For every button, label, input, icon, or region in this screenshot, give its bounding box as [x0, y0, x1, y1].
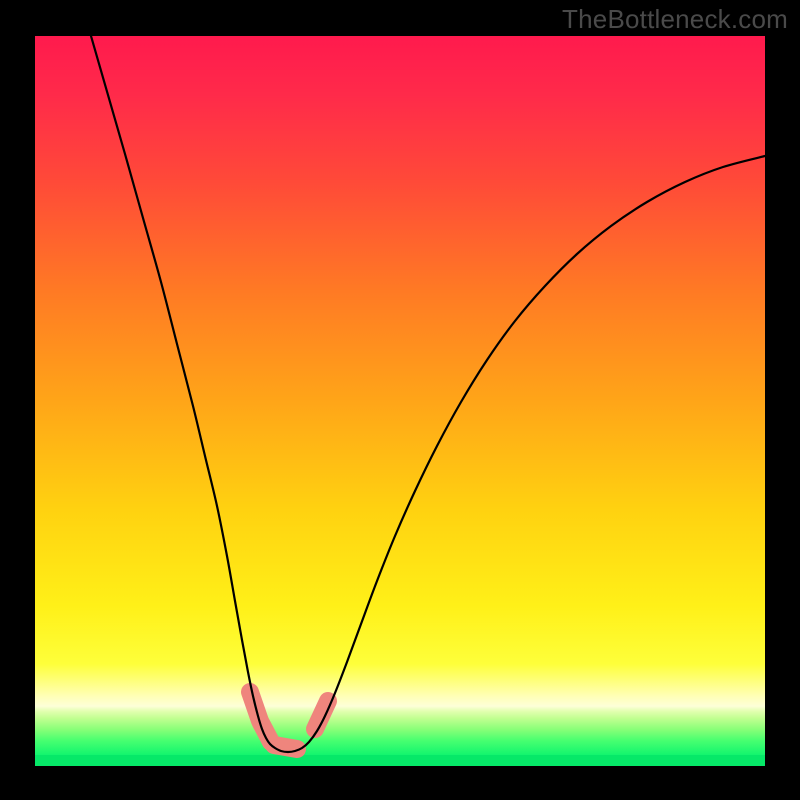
- chart-frame: TheBottleneck.com: [0, 0, 800, 800]
- bottleneck-chart: [0, 0, 800, 800]
- green-band: [35, 755, 765, 766]
- plot-background: [35, 36, 765, 766]
